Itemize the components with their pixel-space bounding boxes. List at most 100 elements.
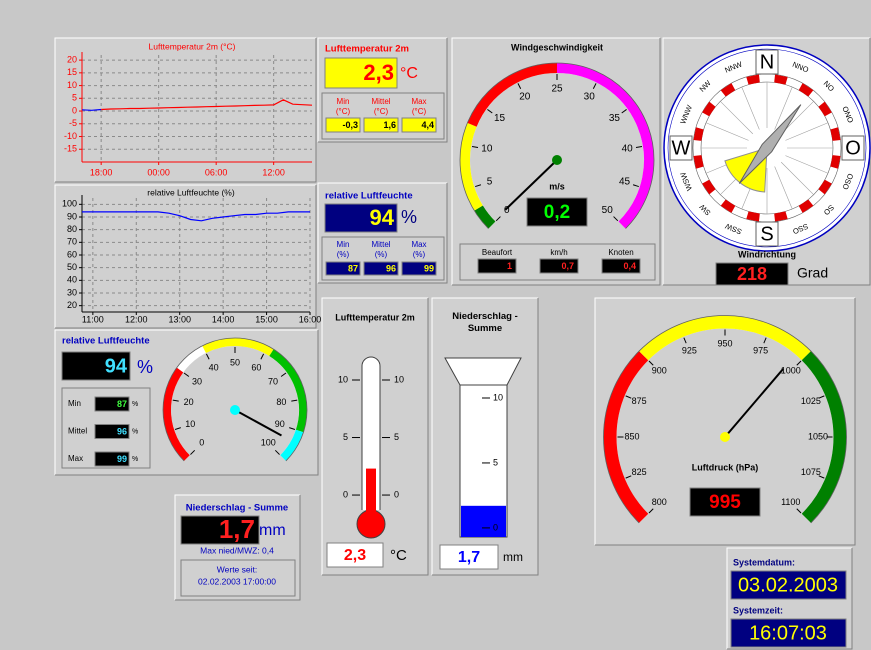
y-tick-label: 0 bbox=[72, 105, 77, 115]
compass-label: O bbox=[845, 137, 861, 159]
stat-value: -0,3 bbox=[342, 120, 358, 130]
since-label: Werte seit: bbox=[217, 564, 257, 574]
gauge-title: Luftdruck (hPa) bbox=[692, 462, 759, 472]
stat-unit: (°C) bbox=[336, 107, 351, 116]
thermometer-fill bbox=[366, 469, 376, 514]
y-tick-label: 40 bbox=[67, 275, 77, 285]
readout-label: Knoten bbox=[608, 248, 633, 257]
compass-label: N bbox=[760, 51, 774, 73]
compass-label: S bbox=[760, 223, 773, 245]
gauge-tick-label: 100 bbox=[261, 438, 276, 448]
y-tick-label: 10 bbox=[67, 80, 77, 90]
y-tick-label: -15 bbox=[64, 144, 77, 154]
date-value: 03.02.2003 bbox=[738, 574, 838, 596]
gauge-tick-label: 90 bbox=[275, 419, 285, 429]
stat-value: 1,6 bbox=[383, 120, 396, 130]
readout-value: 1 bbox=[507, 261, 512, 271]
x-tick-label: 06:00 bbox=[205, 167, 228, 177]
stat-label: Mittel bbox=[371, 240, 390, 249]
gauge-tick-label: 30 bbox=[192, 377, 202, 387]
gauge-tick-label: 1050 bbox=[808, 431, 828, 441]
thermometer-value: 2,3 bbox=[344, 547, 366, 564]
gauge-hub bbox=[230, 405, 240, 415]
gauge-tick-label: 875 bbox=[632, 396, 647, 406]
stat-unit: % bbox=[132, 456, 138, 463]
x-tick-label: 18:00 bbox=[90, 167, 113, 177]
y-tick-label: 5 bbox=[72, 93, 77, 103]
tick-label: 0 bbox=[394, 489, 399, 499]
gauge-tick-label: 950 bbox=[717, 338, 732, 348]
box-value: 2,3 bbox=[363, 60, 394, 85]
page: Lufttemperatur 2m (°C)20151050-5-10-1518… bbox=[0, 0, 871, 650]
gauge-hub bbox=[552, 155, 562, 165]
stat-label: Max bbox=[411, 97, 426, 106]
y-tick-label: -5 bbox=[69, 118, 77, 128]
gauge-tick-label: 60 bbox=[251, 362, 261, 372]
box-title: relative Luftfeuchte bbox=[325, 191, 413, 202]
rain-value: 1,7 bbox=[458, 549, 480, 566]
gauge-tick-label: 20 bbox=[184, 397, 194, 407]
y-tick-label: 80 bbox=[67, 224, 77, 234]
stat-unit: (°C) bbox=[374, 107, 389, 116]
gauge-tick-label: 5 bbox=[487, 177, 493, 188]
readout-value: 0,7 bbox=[561, 261, 574, 271]
gauge-tick-label: 30 bbox=[584, 91, 596, 102]
y-tick-label: 20 bbox=[67, 54, 77, 64]
compass-label: W bbox=[672, 137, 691, 159]
x-tick-label: 15:00 bbox=[255, 314, 278, 324]
readout-value: 0,4 bbox=[623, 261, 636, 271]
gauge-tick-label: 40 bbox=[209, 362, 219, 372]
stat-label: Mittel bbox=[68, 427, 87, 436]
gauge-tick-label: 40 bbox=[622, 144, 634, 155]
tick-label: 0 bbox=[493, 522, 498, 532]
y-tick-label: 50 bbox=[67, 262, 77, 272]
gauge-title: Windgeschwindigkeit bbox=[511, 42, 603, 52]
tick-label: 10 bbox=[493, 392, 503, 402]
stat-unit: % bbox=[132, 428, 138, 435]
compass-unit: Grad bbox=[797, 265, 828, 281]
gauge-tick-label: 1100 bbox=[781, 497, 800, 507]
stat-label: Min bbox=[68, 399, 81, 408]
gauge-tick-label: 975 bbox=[753, 345, 768, 355]
box-unit: % bbox=[401, 207, 417, 227]
stat-value: 96 bbox=[117, 426, 127, 436]
x-tick-label: 12:00 bbox=[125, 314, 148, 324]
y-tick-label: -10 bbox=[64, 131, 77, 141]
gauge-tick-label: 10 bbox=[481, 144, 493, 155]
thermometer-bulb bbox=[357, 510, 385, 538]
box-value: 1,7 bbox=[219, 514, 255, 544]
y-tick-label: 70 bbox=[67, 237, 77, 247]
gauge-tick-label: 50 bbox=[230, 357, 240, 367]
stat-value: 96 bbox=[386, 263, 396, 273]
box-title: Lufttemperatur 2m bbox=[325, 44, 409, 55]
box-title: Niederschlag - Summe bbox=[186, 503, 288, 514]
compass-title: Windrichtung bbox=[738, 249, 796, 259]
tick-label: 5 bbox=[394, 432, 399, 442]
gauge-value: 0,2 bbox=[544, 202, 570, 223]
rain-gauge-title: Niederschlag - Summe bbox=[445, 311, 525, 335]
gauge-tick-label: 15 bbox=[494, 113, 506, 124]
max-label: Max nied/MWZ: 0,4 bbox=[200, 545, 274, 555]
x-tick-label: 13:00 bbox=[168, 314, 191, 324]
gauge-tick-label: 1000 bbox=[781, 366, 801, 376]
chart-title: relative Luftfeuchte (%) bbox=[147, 187, 235, 197]
gauge-tick-label: 35 bbox=[609, 113, 621, 124]
gauge-tick-label: 1075 bbox=[801, 467, 821, 477]
gauge-hub bbox=[720, 432, 730, 442]
y-tick-label: 60 bbox=[67, 249, 77, 259]
since-value: 02.02.2003 17:00:00 bbox=[198, 576, 276, 586]
x-tick-label: 12:00 bbox=[262, 167, 285, 177]
x-tick-label: 16:00 bbox=[299, 314, 322, 324]
gauge-tick-label: 20 bbox=[519, 91, 531, 102]
gauge-tick-label: 25 bbox=[551, 84, 563, 95]
box-unit: % bbox=[137, 357, 153, 377]
tick-label: 5 bbox=[343, 432, 348, 442]
stat-unit: (%) bbox=[337, 250, 350, 259]
gauge-tick-label: 0 bbox=[199, 438, 204, 448]
tick-label: 10 bbox=[338, 374, 348, 384]
gauge-tick-label: 900 bbox=[652, 366, 667, 376]
stat-value: 87 bbox=[117, 399, 127, 409]
thermometer-title: Lufttemperatur 2m bbox=[335, 312, 415, 322]
box-value: 94 bbox=[105, 355, 128, 377]
box-unit: mm bbox=[259, 522, 286, 539]
